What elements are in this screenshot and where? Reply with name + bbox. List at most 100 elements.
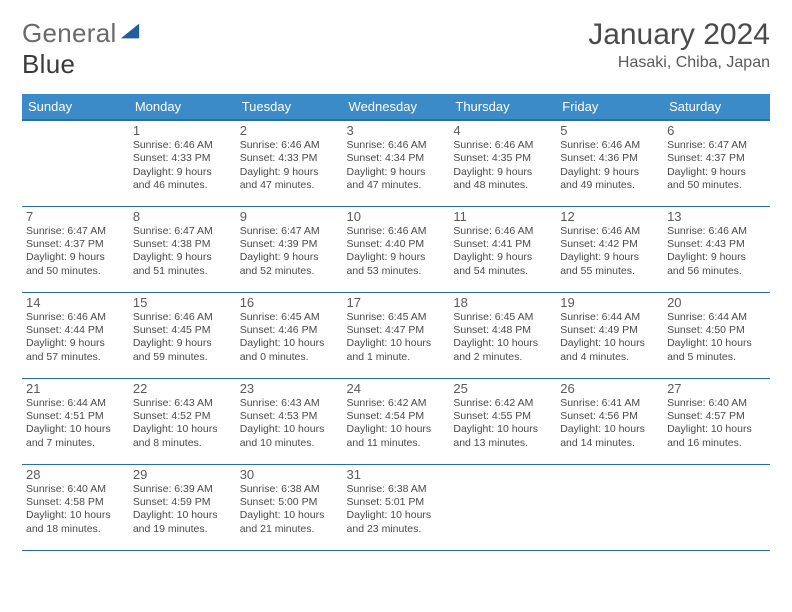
day-number: 2 [240, 123, 339, 138]
daylight-text: Daylight: 10 hours and 1 minute. [347, 337, 446, 364]
sunset-text: Sunset: 5:00 PM [240, 496, 339, 509]
day-info: Sunrise: 6:41 AMSunset: 4:56 PMDaylight:… [560, 397, 659, 451]
daylight-text: Daylight: 9 hours and 50 minutes. [26, 251, 125, 278]
daylight-text: Daylight: 10 hours and 21 minutes. [240, 509, 339, 536]
day-info: Sunrise: 6:47 AMSunset: 4:38 PMDaylight:… [133, 225, 232, 279]
day-info: Sunrise: 6:45 AMSunset: 4:48 PMDaylight:… [453, 311, 552, 365]
sunrise-text: Sunrise: 6:46 AM [240, 139, 339, 152]
title-block: January 2024 Hasaki, Chiba, Japan [588, 18, 770, 72]
daylight-text: Daylight: 10 hours and 18 minutes. [26, 509, 125, 536]
calendar-cell: 6Sunrise: 6:47 AMSunset: 4:37 PMDaylight… [663, 120, 770, 206]
day-info: Sunrise: 6:46 AMSunset: 4:33 PMDaylight:… [240, 139, 339, 193]
sunset-text: Sunset: 4:48 PM [453, 324, 552, 337]
daylight-text: Daylight: 9 hours and 51 minutes. [133, 251, 232, 278]
sunset-text: Sunset: 4:57 PM [667, 410, 766, 423]
day-info: Sunrise: 6:38 AMSunset: 5:01 PMDaylight:… [347, 483, 446, 537]
sunset-text: Sunset: 4:49 PM [560, 324, 659, 337]
sunrise-text: Sunrise: 6:46 AM [133, 139, 232, 152]
daylight-text: Daylight: 10 hours and 13 minutes. [453, 423, 552, 450]
weekday-header: Sunday [22, 94, 129, 120]
calendar-cell: 20Sunrise: 6:44 AMSunset: 4:50 PMDayligh… [663, 292, 770, 378]
weekday-header: Wednesday [343, 94, 450, 120]
day-number: 20 [667, 295, 766, 310]
day-info: Sunrise: 6:44 AMSunset: 4:49 PMDaylight:… [560, 311, 659, 365]
sunrise-text: Sunrise: 6:46 AM [453, 139, 552, 152]
day-number: 13 [667, 209, 766, 224]
sunset-text: Sunset: 4:33 PM [133, 152, 232, 165]
day-number: 18 [453, 295, 552, 310]
sunrise-text: Sunrise: 6:41 AM [560, 397, 659, 410]
sunrise-text: Sunrise: 6:46 AM [347, 225, 446, 238]
calendar-cell: 27Sunrise: 6:40 AMSunset: 4:57 PMDayligh… [663, 378, 770, 464]
sunrise-text: Sunrise: 6:46 AM [667, 225, 766, 238]
sunset-text: Sunset: 4:37 PM [667, 152, 766, 165]
day-info: Sunrise: 6:38 AMSunset: 5:00 PMDaylight:… [240, 483, 339, 537]
day-info: Sunrise: 6:43 AMSunset: 4:53 PMDaylight:… [240, 397, 339, 451]
day-number: 9 [240, 209, 339, 224]
sunrise-text: Sunrise: 6:42 AM [453, 397, 552, 410]
sunrise-text: Sunrise: 6:47 AM [133, 225, 232, 238]
sunrise-text: Sunrise: 6:40 AM [667, 397, 766, 410]
sunset-text: Sunset: 4:43 PM [667, 238, 766, 251]
calendar-cell: 14Sunrise: 6:46 AMSunset: 4:44 PMDayligh… [22, 292, 129, 378]
daylight-text: Daylight: 9 hours and 52 minutes. [240, 251, 339, 278]
day-info: Sunrise: 6:45 AMSunset: 4:47 PMDaylight:… [347, 311, 446, 365]
day-number: 30 [240, 467, 339, 482]
day-number: 5 [560, 123, 659, 138]
calendar-week-row: 14Sunrise: 6:46 AMSunset: 4:44 PMDayligh… [22, 292, 770, 378]
sunrise-text: Sunrise: 6:46 AM [560, 225, 659, 238]
calendar-cell: 8Sunrise: 6:47 AMSunset: 4:38 PMDaylight… [129, 206, 236, 292]
sunset-text: Sunset: 4:51 PM [26, 410, 125, 423]
calendar-cell: 5Sunrise: 6:46 AMSunset: 4:36 PMDaylight… [556, 120, 663, 206]
sunrise-text: Sunrise: 6:45 AM [453, 311, 552, 324]
sunrise-text: Sunrise: 6:40 AM [26, 483, 125, 496]
day-info: Sunrise: 6:43 AMSunset: 4:52 PMDaylight:… [133, 397, 232, 451]
day-number: 19 [560, 295, 659, 310]
calendar-cell: 17Sunrise: 6:45 AMSunset: 4:47 PMDayligh… [343, 292, 450, 378]
day-number: 26 [560, 381, 659, 396]
daylight-text: Daylight: 9 hours and 56 minutes. [667, 251, 766, 278]
sunrise-text: Sunrise: 6:45 AM [347, 311, 446, 324]
daylight-text: Daylight: 10 hours and 11 minutes. [347, 423, 446, 450]
day-number: 3 [347, 123, 446, 138]
day-info: Sunrise: 6:39 AMSunset: 4:59 PMDaylight:… [133, 483, 232, 537]
day-info: Sunrise: 6:47 AMSunset: 4:37 PMDaylight:… [26, 225, 125, 279]
sunset-text: Sunset: 4:44 PM [26, 324, 125, 337]
sunset-text: Sunset: 4:58 PM [26, 496, 125, 509]
daylight-text: Daylight: 9 hours and 57 minutes. [26, 337, 125, 364]
day-info: Sunrise: 6:46 AMSunset: 4:33 PMDaylight:… [133, 139, 232, 193]
sunrise-text: Sunrise: 6:46 AM [347, 139, 446, 152]
day-number: 14 [26, 295, 125, 310]
calendar-table: SundayMondayTuesdayWednesdayThursdayFrid… [22, 94, 770, 551]
sunrise-text: Sunrise: 6:38 AM [347, 483, 446, 496]
calendar-week-row: 1Sunrise: 6:46 AMSunset: 4:33 PMDaylight… [22, 120, 770, 206]
calendar-cell: 10Sunrise: 6:46 AMSunset: 4:40 PMDayligh… [343, 206, 450, 292]
logo-word2: Blue [22, 49, 75, 79]
day-info: Sunrise: 6:46 AMSunset: 4:41 PMDaylight:… [453, 225, 552, 279]
day-info: Sunrise: 6:46 AMSunset: 4:40 PMDaylight:… [347, 225, 446, 279]
day-info: Sunrise: 6:46 AMSunset: 4:42 PMDaylight:… [560, 225, 659, 279]
calendar-cell: 30Sunrise: 6:38 AMSunset: 5:00 PMDayligh… [236, 464, 343, 550]
sunset-text: Sunset: 4:50 PM [667, 324, 766, 337]
sunrise-text: Sunrise: 6:47 AM [240, 225, 339, 238]
header: General Blue January 2024 Hasaki, Chiba,… [22, 18, 770, 80]
calendar-week-row: 28Sunrise: 6:40 AMSunset: 4:58 PMDayligh… [22, 464, 770, 550]
sunset-text: Sunset: 4:52 PM [133, 410, 232, 423]
daylight-text: Daylight: 10 hours and 19 minutes. [133, 509, 232, 536]
calendar-cell: 3Sunrise: 6:46 AMSunset: 4:34 PMDaylight… [343, 120, 450, 206]
calendar-week-row: 21Sunrise: 6:44 AMSunset: 4:51 PMDayligh… [22, 378, 770, 464]
weekday-header-row: SundayMondayTuesdayWednesdayThursdayFrid… [22, 94, 770, 120]
weekday-header: Monday [129, 94, 236, 120]
daylight-text: Daylight: 10 hours and 16 minutes. [667, 423, 766, 450]
day-info: Sunrise: 6:46 AMSunset: 4:34 PMDaylight:… [347, 139, 446, 193]
daylight-text: Daylight: 10 hours and 5 minutes. [667, 337, 766, 364]
sunset-text: Sunset: 4:55 PM [453, 410, 552, 423]
day-info: Sunrise: 6:42 AMSunset: 4:54 PMDaylight:… [347, 397, 446, 451]
sunrise-text: Sunrise: 6:45 AM [240, 311, 339, 324]
calendar-cell: 19Sunrise: 6:44 AMSunset: 4:49 PMDayligh… [556, 292, 663, 378]
day-info: Sunrise: 6:47 AMSunset: 4:37 PMDaylight:… [667, 139, 766, 193]
day-info: Sunrise: 6:45 AMSunset: 4:46 PMDaylight:… [240, 311, 339, 365]
sunrise-text: Sunrise: 6:46 AM [26, 311, 125, 324]
daylight-text: Daylight: 9 hours and 53 minutes. [347, 251, 446, 278]
day-number: 4 [453, 123, 552, 138]
